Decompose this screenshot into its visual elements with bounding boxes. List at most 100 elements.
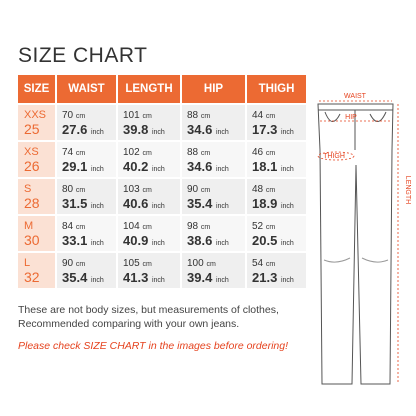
cm-unit: cm [142, 113, 152, 120]
cm-number: 100 [187, 258, 204, 269]
cm-number: 102 [123, 147, 140, 158]
inch-value: 21.3 inch [252, 270, 306, 285]
size-cell: XS 26 [18, 142, 55, 177]
cm-number: 44 [252, 110, 264, 121]
cm-value: 54 cm [252, 258, 306, 269]
inch-number: 18.1 [252, 159, 278, 174]
inch-value: 40.2 inch [123, 159, 180, 174]
cm-unit: cm [265, 113, 276, 120]
inch-number: 40.2 [123, 159, 149, 174]
measure-cell: 88 cm 34.6 inch [182, 105, 245, 140]
inch-value: 40.9 inch [123, 233, 180, 248]
measure-cell: 84 cm 33.1 inch [57, 216, 116, 251]
inch-number: 39.8 [123, 122, 149, 137]
inch-number: 41.3 [123, 270, 149, 285]
size-number: 32 [24, 269, 40, 285]
inch-value: 40.6 inch [123, 196, 180, 211]
cm-number: 104 [123, 221, 140, 232]
inch-value: 39.4 inch [187, 270, 245, 285]
measure-cell: 54 cm 21.3 inch [247, 253, 306, 288]
cm-number: 52 [252, 221, 264, 232]
cm-value: 90 cm [62, 258, 116, 269]
cm-unit: cm [265, 187, 276, 194]
inch-value: 34.6 inch [187, 122, 245, 137]
cm-unit: cm [142, 150, 152, 157]
cm-value: 52 cm [252, 221, 306, 232]
cm-value: 100 cm [187, 258, 245, 269]
header-cell: THIGH [247, 75, 306, 103]
inch-number: 21.3 [252, 270, 278, 285]
cm-number: 54 [252, 258, 264, 269]
header-cell: WAIST [57, 75, 116, 103]
measure-cell: 103 cm 40.6 inch [118, 179, 180, 214]
cm-value: 90 cm [187, 184, 245, 195]
measure-cell: 46 cm 18.1 inch [247, 142, 306, 177]
inch-value: 17.3 inch [252, 122, 306, 137]
inch-unit: inch [215, 166, 229, 173]
inch-unit: inch [90, 203, 104, 210]
cm-number: 74 [62, 147, 74, 158]
cm-value: 98 cm [187, 221, 245, 232]
inch-unit: inch [151, 129, 165, 136]
inch-number: 34.6 [187, 159, 213, 174]
inch-number: 40.9 [123, 233, 149, 248]
inch-unit: inch [90, 166, 104, 173]
cm-value: 101 cm [123, 110, 180, 121]
size-number: 30 [24, 232, 40, 248]
inch-number: 35.4 [187, 196, 213, 211]
cm-number: 80 [62, 184, 74, 195]
header-cell: HIP [182, 75, 245, 103]
measure-cell: 100 cm 39.4 inch [182, 253, 245, 288]
measure-cell: 74 cm 29.1 inch [57, 142, 116, 177]
size-number: 25 [24, 121, 40, 137]
header-cell: SIZE [18, 75, 55, 103]
cm-value: 80 cm [62, 184, 116, 195]
cm-value: 84 cm [62, 221, 116, 232]
cm-number: 98 [187, 221, 199, 232]
size-letter: S [24, 183, 32, 195]
inch-value: 31.5 inch [62, 196, 116, 211]
cm-value: 105 cm [123, 258, 180, 269]
cm-unit: cm [206, 261, 216, 268]
pants-outline [317, 103, 394, 385]
inch-value: 20.5 inch [252, 233, 306, 248]
cm-value: 48 cm [252, 184, 306, 195]
size-letter: XXS [24, 109, 47, 121]
inch-value: 27.6 inch [62, 122, 116, 137]
inch-unit: inch [215, 240, 229, 247]
inch-value: 41.3 inch [123, 270, 180, 285]
size-letter: L [24, 257, 31, 269]
cm-number: 48 [252, 184, 264, 195]
inch-number: 31.5 [62, 196, 88, 211]
note: Recommended comparing with your own jean… [18, 318, 240, 330]
inch-number: 20.5 [252, 233, 278, 248]
measure-cell: 80 cm 31.5 inch [57, 179, 116, 214]
measure-cell: 70 cm 27.6 inch [57, 105, 116, 140]
inch-value: 39.8 inch [123, 122, 180, 137]
measure-cell: 98 cm 38.6 inch [182, 216, 245, 251]
measure-cell: 90 cm 35.4 inch [182, 179, 245, 214]
cm-unit: cm [200, 187, 211, 194]
size-table: SIZE WAIST LENGTH HIP THIGH XXS 25 70 cm 27.6 in… [18, 75, 306, 290]
cm-value: 46 cm [252, 147, 306, 158]
cm-number: 90 [187, 184, 199, 195]
inch-unit: inch [215, 277, 229, 284]
size-number: 28 [24, 195, 40, 211]
cm-value: 88 cm [187, 110, 245, 121]
cm-unit: cm [200, 113, 211, 120]
inch-number: 40.6 [123, 196, 149, 211]
measure-cell: 102 cm 40.2 inch [118, 142, 180, 177]
inch-value: 35.4 inch [187, 196, 245, 211]
length-label: LENGTH [404, 176, 411, 204]
cm-number: 103 [123, 184, 140, 195]
inch-unit: inch [90, 129, 104, 136]
cm-unit: cm [200, 150, 211, 157]
cm-number: 101 [123, 110, 140, 121]
measure-cell: 88 cm 34.6 inch [182, 142, 245, 177]
measure-cell: 105 cm 41.3 inch [118, 253, 180, 288]
waist-label: WAIST [344, 93, 367, 100]
inch-unit: inch [280, 240, 294, 247]
cm-value: 102 cm [123, 147, 180, 158]
